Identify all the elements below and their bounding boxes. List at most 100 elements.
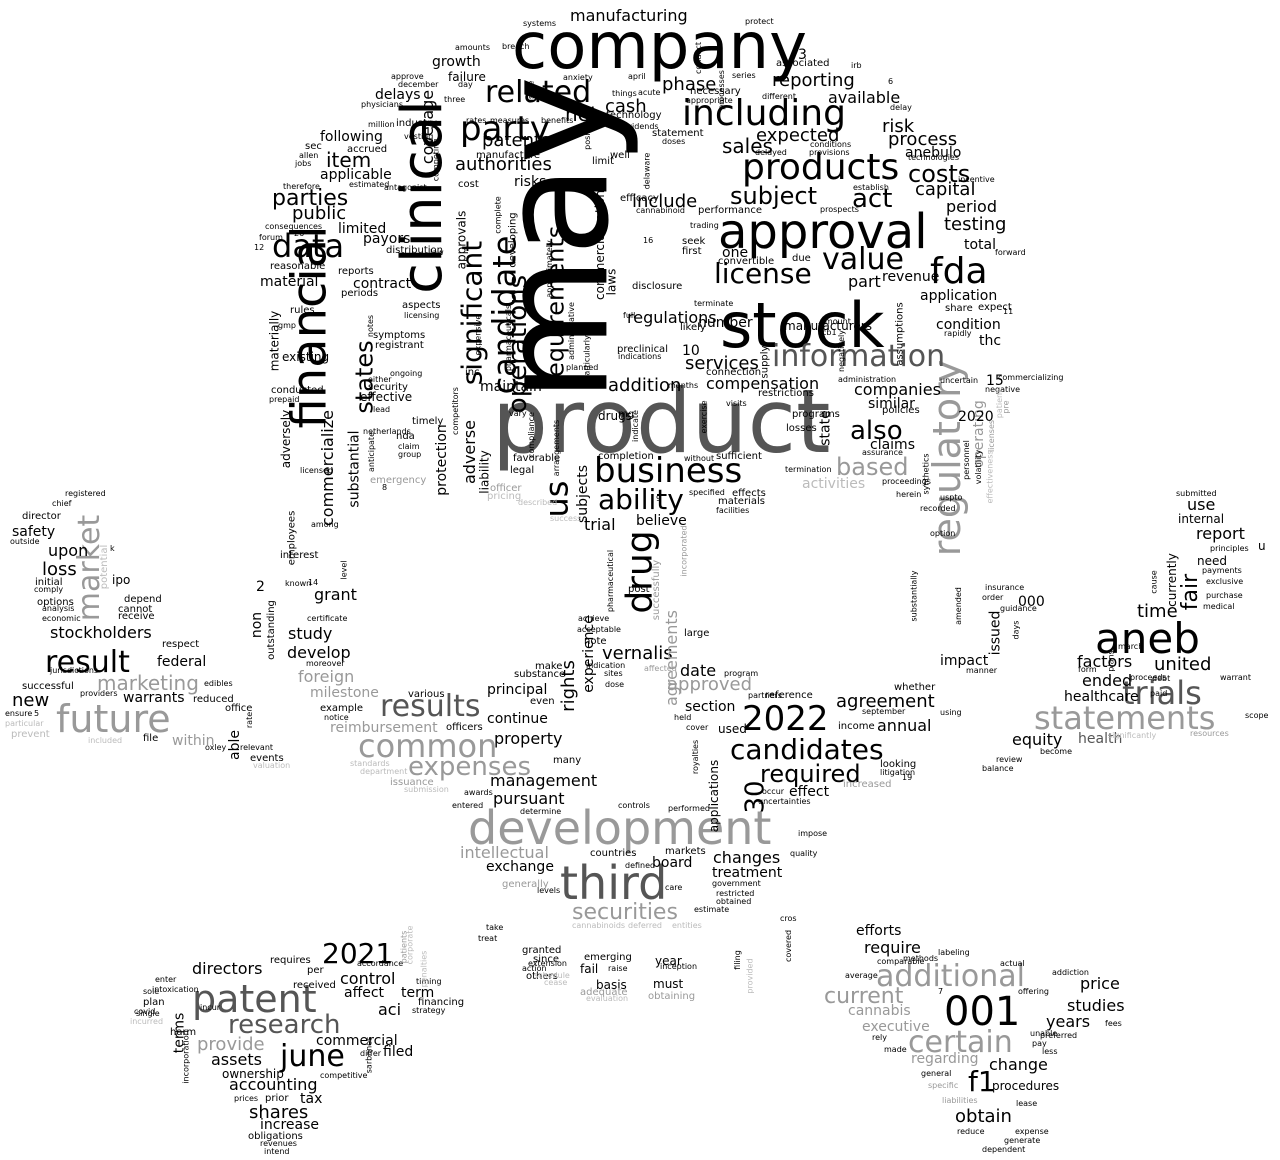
word-policies: policies xyxy=(882,405,920,416)
word-pay: pay xyxy=(1032,1039,1047,1048)
word-aci: aci xyxy=(378,1000,402,1019)
word-assets: assets xyxy=(211,1050,262,1069)
word-timely: timely xyxy=(412,416,444,427)
word-liability: liability xyxy=(477,449,492,494)
word-april: april xyxy=(628,72,646,81)
word-among: among xyxy=(311,520,339,529)
word-delayed: delayed xyxy=(755,148,787,157)
word-party: party xyxy=(460,109,550,149)
word-government: government xyxy=(712,879,761,888)
word-establish: establish xyxy=(853,183,889,192)
word-application: application xyxy=(920,288,998,304)
word-chief: chief xyxy=(52,499,72,508)
word-necessary: necessary xyxy=(690,86,741,97)
word-certificate: certificate xyxy=(307,614,348,623)
word-filing: filing xyxy=(732,950,742,970)
word-revenues: revenues xyxy=(260,1139,297,1148)
word-options: options xyxy=(37,597,74,608)
word-manner: manner xyxy=(966,666,998,675)
word-must: must xyxy=(653,977,684,991)
word-compliance: compliance xyxy=(526,412,536,458)
word-term: term xyxy=(401,985,435,1001)
word-conditions: conditions xyxy=(810,140,852,149)
word-research: research xyxy=(228,1010,341,1040)
word-deferred: deferred xyxy=(628,921,662,930)
word-tax: tax xyxy=(300,1091,323,1107)
word-require: require xyxy=(864,938,921,957)
word-processes: processes xyxy=(716,70,726,110)
word-licenses: licenses xyxy=(987,419,997,453)
word-estimated: estimated xyxy=(349,180,390,189)
word-measures: measures xyxy=(490,116,530,125)
word-initial: initial xyxy=(35,577,63,588)
word-payors: payors xyxy=(363,231,411,247)
word-registrant: registrant xyxy=(375,340,424,351)
word-trials: trials xyxy=(1122,674,1202,712)
word-materials: materials xyxy=(718,496,765,507)
word-performed: performed xyxy=(668,804,710,813)
word-entities: entities xyxy=(672,921,702,930)
word-reduce: reduce xyxy=(957,1127,985,1136)
word-made: made xyxy=(884,1045,907,1054)
word-fees: fees xyxy=(1105,1019,1122,1028)
word-number: number xyxy=(698,315,753,331)
word-corporate: corporate xyxy=(404,925,414,964)
word-determine: determine xyxy=(520,807,562,816)
word-001: 001 xyxy=(944,989,1021,1035)
word-conducted: conducted xyxy=(271,385,324,396)
word-termination: termination xyxy=(785,465,832,474)
word-licensed: licensed xyxy=(300,466,334,475)
word-loss: loss xyxy=(42,559,77,580)
word-using: using xyxy=(940,708,962,717)
word-6: 6 xyxy=(888,77,894,86)
word-marketing: marketing xyxy=(97,671,199,695)
word-rates: rates xyxy=(466,116,487,125)
word-aspects: aspects xyxy=(402,300,441,311)
word-warrant: warrant xyxy=(1220,673,1251,682)
word-common: common xyxy=(358,727,498,765)
word-moreover: moreover xyxy=(306,659,345,668)
word-strategy: strategy xyxy=(412,1006,446,1015)
word-manufacture: manufacture xyxy=(476,150,540,161)
word-whether: whether xyxy=(894,682,936,693)
word-cost: cost xyxy=(458,179,479,190)
word-develop: develop xyxy=(287,643,351,662)
word-nda: nda xyxy=(396,431,415,442)
word-obligations: obligations xyxy=(248,1131,303,1142)
word-complete: complete xyxy=(493,195,503,234)
word-generate: generate xyxy=(1004,1136,1041,1145)
word-without: without xyxy=(684,454,715,463)
word-phase: phase xyxy=(662,74,717,95)
word-activities: activities xyxy=(802,476,866,492)
word-subject: subject xyxy=(730,182,817,210)
word-care: care xyxy=(665,883,683,892)
word-item: item xyxy=(326,148,372,172)
word-revenue: revenue xyxy=(882,269,940,285)
word-specified: specified xyxy=(689,488,725,497)
word-accordance: accordance xyxy=(357,959,404,968)
word-economic: economic xyxy=(42,614,81,623)
word-emerging: emerging xyxy=(584,952,632,963)
word-expenses: expenses xyxy=(408,752,531,782)
word-vernalis: vernalis xyxy=(602,643,673,664)
word-11: 11 xyxy=(1003,307,1014,316)
word-licensing: licensing xyxy=(404,311,440,320)
word-financing: financing xyxy=(418,997,465,1008)
word-sec: sec xyxy=(305,141,322,152)
word-markets: markets xyxy=(665,846,706,857)
word-jobs: jobs xyxy=(295,159,312,168)
word-claims: claims xyxy=(870,437,915,453)
word-periods: periods xyxy=(341,288,379,299)
word-successful: successful xyxy=(22,681,74,692)
word-large: large xyxy=(684,628,710,639)
word-visits: visits xyxy=(726,399,747,408)
word-vary: vary xyxy=(509,409,527,418)
word-officers: officers xyxy=(446,722,483,733)
word-commercializing: commercializing xyxy=(998,373,1064,382)
word-parties: parties xyxy=(272,186,349,211)
word-anxiety: anxiety xyxy=(563,73,593,82)
word-partners: partners xyxy=(748,691,782,700)
word-efforts: efforts xyxy=(856,923,902,939)
word-trial: trial xyxy=(584,515,616,534)
word-thc: thc xyxy=(979,333,1002,349)
